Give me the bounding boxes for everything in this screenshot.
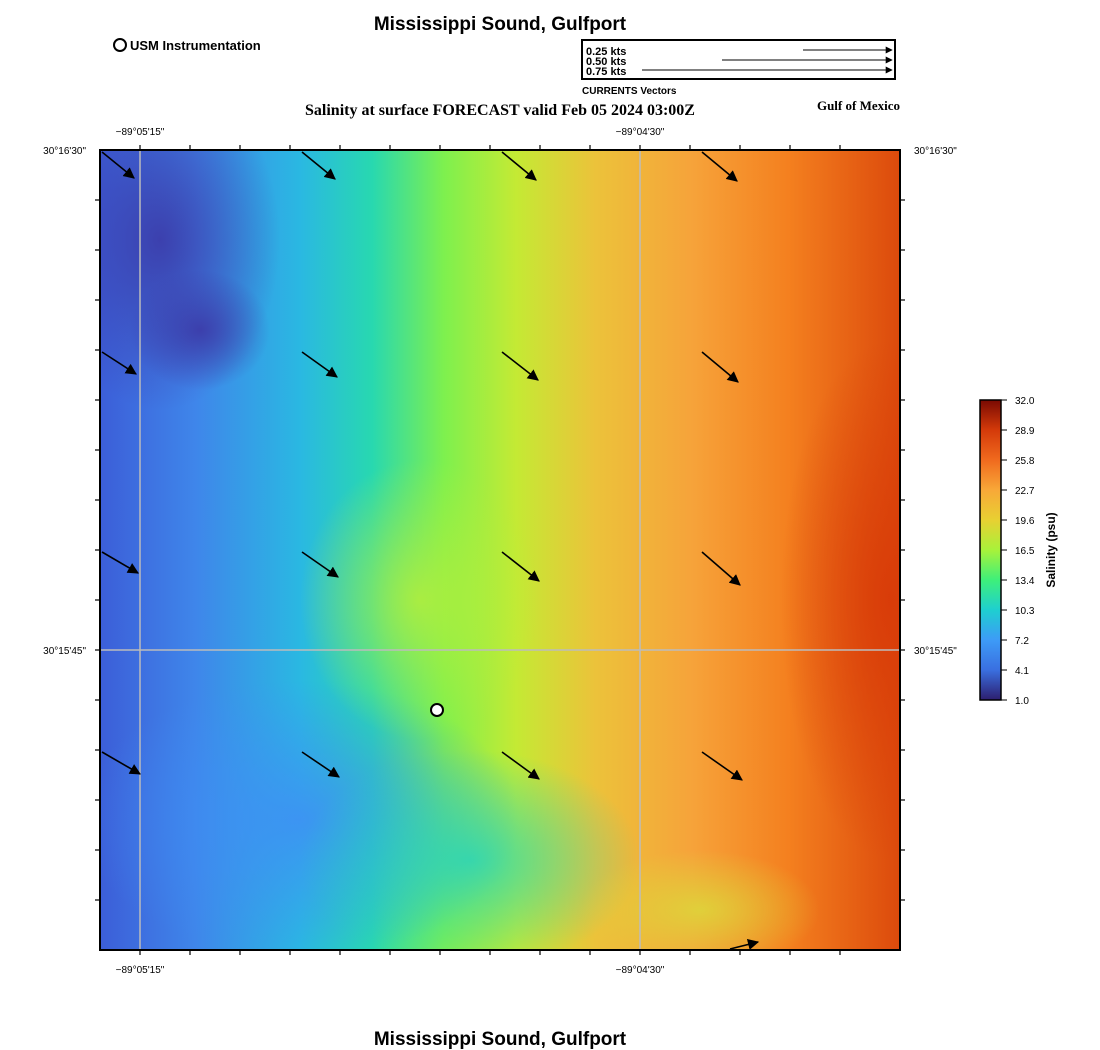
station-marker-icon xyxy=(430,703,444,717)
colorbar-tick-label: 22.7 xyxy=(1015,486,1035,497)
salinity-field xyxy=(100,150,900,950)
region-label: Gulf of Mexico xyxy=(817,98,900,113)
lat-label-left-2: 30°15'45" xyxy=(43,646,86,657)
current-vector xyxy=(701,551,741,586)
station-legend-marker-icon xyxy=(113,38,127,52)
lon-label-bottom-1: −89°05'15" xyxy=(116,965,165,976)
current-vectors xyxy=(101,151,760,950)
colorbar-scale xyxy=(979,399,1002,701)
vector-legend-label-3: 0.75 kts xyxy=(586,66,626,78)
vector-legend-caption: CURRENTS Vectors xyxy=(582,86,677,97)
colorbar-tick-label: 19.6 xyxy=(1015,516,1035,527)
current-vector xyxy=(101,751,141,775)
current-vector xyxy=(301,751,340,778)
frame-ticks xyxy=(95,145,905,955)
current-vector xyxy=(501,751,540,780)
graticule xyxy=(100,150,900,950)
current-vector xyxy=(701,351,739,383)
colorbar-label: Salinity (psu) xyxy=(1044,512,1058,587)
vector-legend-label-1: 0.25 kts xyxy=(586,46,626,58)
map-title: Mississippi Sound, Gulfport xyxy=(374,14,627,35)
current-vector xyxy=(501,551,540,582)
colorbar-tick-label: 25.8 xyxy=(1015,456,1035,467)
current-vector xyxy=(701,151,738,182)
lon-label-bottom-2: −89°04'30" xyxy=(616,965,665,976)
footer-title: Mississippi Sound, Gulfport xyxy=(374,1029,627,1050)
map-subtitle: Salinity at surface FORECAST valid Feb 0… xyxy=(305,102,695,119)
colorbar: 32.0 28.9 25.8 22.7 19.6 16.5 13.4 10.3 7.2 4.1 1.… xyxy=(979,396,1058,707)
current-vector xyxy=(301,151,336,180)
lat-label-right-2: 30°15'45" xyxy=(914,646,957,657)
station-legend-label: USM Instrumentation xyxy=(130,38,261,53)
current-vector xyxy=(101,151,135,179)
vector-legend: 0.25 kts 0.50 kts 0.75 kts xyxy=(581,39,896,80)
lat-label-right-1: 30°16'30" xyxy=(914,146,957,157)
current-vector xyxy=(301,351,338,378)
colorbar-tick-label: 16.5 xyxy=(1015,546,1035,557)
current-vector xyxy=(501,351,539,381)
lon-label-top-2: −89°04'30" xyxy=(616,127,665,138)
current-vector xyxy=(301,551,339,578)
current-vector xyxy=(101,351,137,375)
current-vector xyxy=(101,551,139,574)
vector-legend-label-2: 0.50 kts xyxy=(586,56,626,68)
current-vector xyxy=(701,751,743,781)
current-vector xyxy=(501,151,537,181)
colorbar-tick-label: 4.1 xyxy=(1015,666,1029,677)
colorbar-tick-label: 10.3 xyxy=(1015,606,1035,617)
colorbar-tick-label: 28.9 xyxy=(1015,426,1035,437)
current-vector xyxy=(729,939,760,950)
colorbar-tick-label: 1.0 xyxy=(1015,696,1029,707)
colorbar-tick-label: 7.2 xyxy=(1015,636,1029,647)
lon-label-top-1: −89°05'15" xyxy=(116,127,165,138)
colorbar-tick-label: 32.0 xyxy=(1015,396,1035,407)
colorbar-tick-label: 13.4 xyxy=(1015,576,1035,587)
lat-label-left-1: 30°16'30" xyxy=(43,146,86,157)
